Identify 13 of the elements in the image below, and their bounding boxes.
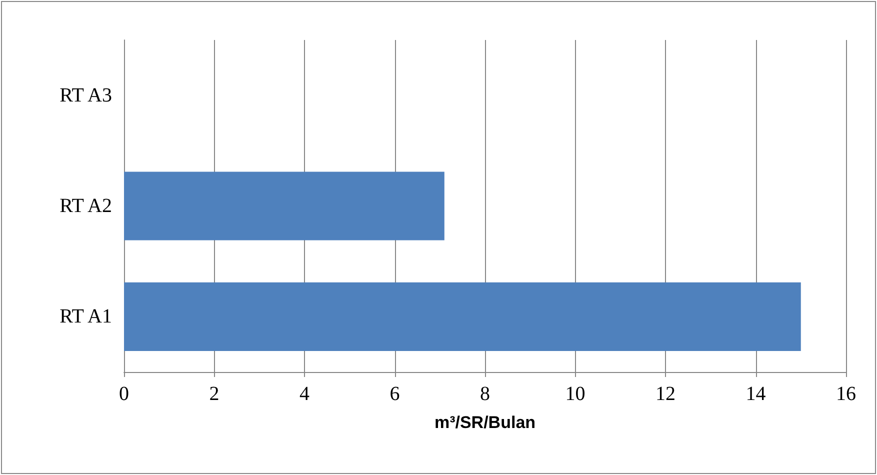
x-tick-label: 2 (209, 383, 220, 405)
y-tick-label: RT A2 (60, 195, 112, 217)
x-tick-label: 10 (565, 383, 586, 405)
x-tick-label: 4 (300, 383, 310, 405)
y-tick-label: RT A1 (60, 306, 112, 328)
y-tick-label: RT A3 (60, 84, 112, 106)
x-tick-label: 6 (390, 383, 400, 405)
x-tick-label: 0 (119, 383, 129, 405)
x-tick-label: 8 (480, 383, 490, 405)
x-tick-label: 16 (836, 383, 856, 405)
x-axis-title: m³/SR/Bulan (434, 413, 536, 432)
x-tick-label: 14 (746, 383, 766, 405)
x-tick-label: 12 (656, 383, 676, 405)
